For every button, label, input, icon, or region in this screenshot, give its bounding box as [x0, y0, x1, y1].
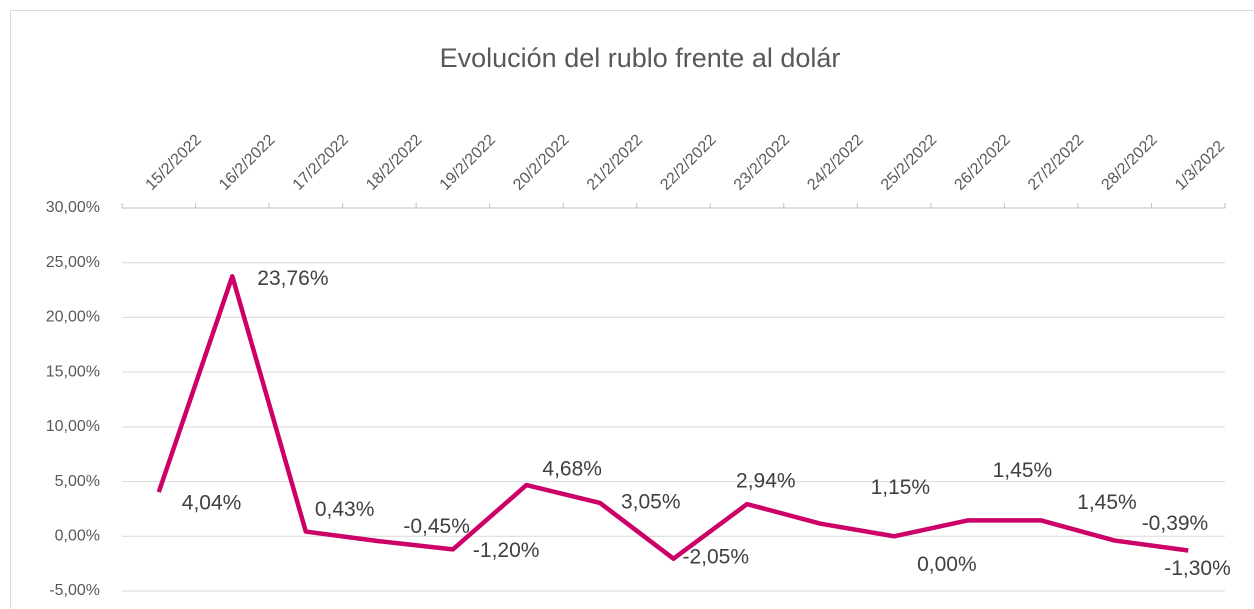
- data-label: 2,94%: [736, 470, 796, 493]
- data-label: 0,00%: [917, 553, 977, 576]
- data-label: -0,45%: [403, 515, 470, 538]
- data-label: 4,68%: [542, 458, 602, 481]
- data-label: 23,76%: [257, 267, 328, 290]
- y-tick-label: 15,00%: [46, 363, 100, 380]
- data-label: -1,20%: [473, 539, 540, 562]
- line: [156, 274, 1189, 561]
- data-label: 0,43%: [315, 498, 375, 521]
- y-tick-label: 20,00%: [46, 309, 100, 326]
- data-label: 1,45%: [993, 459, 1053, 482]
- data-label: 1,15%: [871, 476, 931, 499]
- y-tick-label: 5,00%: [55, 473, 100, 490]
- data-label: -2,05%: [683, 545, 750, 568]
- y-tick-label: 0,00%: [55, 528, 100, 545]
- y-tick-label: -5,00%: [49, 582, 100, 599]
- data-label: 1,45%: [1077, 491, 1137, 514]
- data-label: 3,05%: [621, 490, 681, 513]
- data-label: 4,04%: [182, 492, 242, 515]
- chart-title: Evolución del rublo frente al dolár: [440, 43, 841, 73]
- y-tick-label: 10,00%: [46, 418, 100, 435]
- y-tick-label: 30,00%: [46, 199, 100, 216]
- y-tick-label: 25,00%: [46, 254, 100, 271]
- data-label: -0,39%: [1142, 512, 1209, 535]
- data-label: -1,30%: [1164, 557, 1231, 580]
- chart-border: [10, 10, 1254, 609]
